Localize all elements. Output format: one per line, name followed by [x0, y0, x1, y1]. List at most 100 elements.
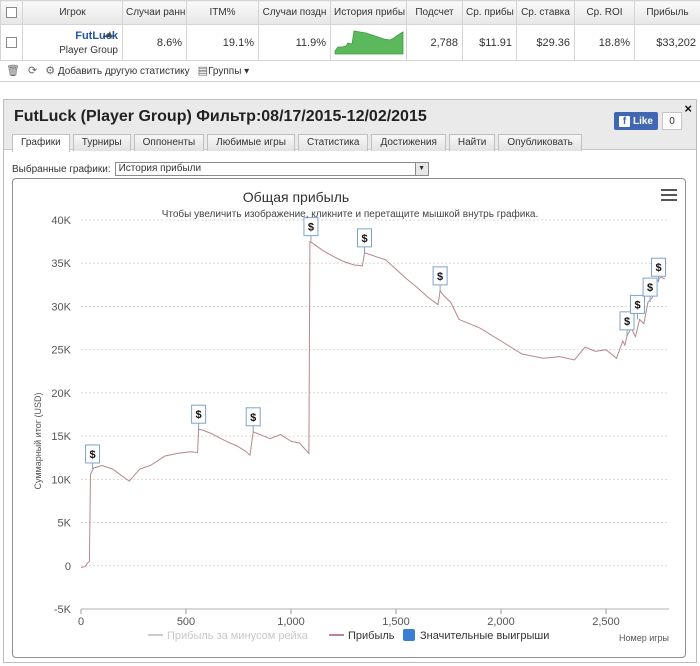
y-tick-label: 5K: [58, 518, 72, 530]
dollar-flag-icon: $: [191, 404, 207, 430]
column-header-profit[interactable]: Прибыль: [634, 0, 700, 25]
big-win-marker-label: $: [437, 271, 443, 283]
profit-chart[interactable]: -5K 0 5K 10K 15K 20K 25K 30K 35K 40K 0 500 1,000 1,5…: [13, 179, 687, 659]
tab-publish[interactable]: Опубликовать: [498, 134, 582, 151]
chart-subtitle: Чтобы увеличить изображение, кликните и …: [162, 208, 539, 220]
groups-icon: ▤: [197, 64, 209, 77]
tab-achievements[interactable]: Достижения: [371, 134, 446, 151]
stats-toolbar: 🗑 ⟳ ⚙ Добавить другую статистику ▤Группы…: [0, 60, 700, 80]
y-tick-label: 30K: [51, 301, 71, 313]
groups-label: Группы: [208, 65, 242, 77]
table-row[interactable]: FutLuck Player Group 8.6% 19.1% 11.9% 2,…: [0, 24, 700, 61]
y-tick-label: 25K: [51, 345, 71, 357]
x-axis-ticks: 0 500 1,000 1,500 2,000 2,500: [78, 609, 620, 628]
close-icon[interactable]: ×: [684, 101, 692, 116]
legend-label-big-wins: Значительные выигрыши: [420, 630, 549, 642]
column-header-early[interactable]: Случаи ранн: [122, 0, 187, 25]
big-win-marker-label: $: [624, 316, 630, 328]
chart-selector-value: История прибыли: [118, 163, 202, 174]
tab-search[interactable]: Найти: [448, 134, 496, 151]
tab-statistics[interactable]: Статистика: [297, 134, 369, 151]
column-header-avg-profit[interactable]: Ср. прибы: [462, 0, 517, 25]
legend-label-profit: Прибыль: [348, 630, 395, 642]
y-tick-label: -5K: [54, 604, 72, 616]
trash-icon[interactable]: 🗑: [6, 64, 20, 77]
tab-favorite-games[interactable]: Любимые игры: [207, 134, 295, 151]
report-title: FutLuck (Player Group) Фильтр:08/17/2015…: [14, 108, 427, 125]
count-cell: 2,788: [406, 24, 463, 61]
x-tick-label: 500: [177, 616, 195, 628]
player-name-link[interactable]: FutLuck: [75, 30, 118, 42]
profit-cell: $33,202: [634, 24, 700, 61]
avg-stake-cell: $29.36: [516, 24, 575, 61]
dollar-flag-icon: $: [85, 444, 101, 469]
report-tabs: Графики Турниры Оппоненты Любимые игры С…: [12, 134, 582, 152]
row-checkbox-cell[interactable]: [0, 24, 23, 61]
chevron-down-icon[interactable]: ▼: [414, 163, 428, 175]
column-header-late[interactable]: Случаи поздн: [258, 0, 331, 25]
select-all-checkbox-cell[interactable]: [0, 0, 23, 25]
y-tick-label: 0: [65, 561, 71, 573]
dollar-flag-icon: $: [357, 228, 372, 253]
y-axis-label: Суммарный итог (USD): [33, 392, 43, 489]
groups-button[interactable]: ▤Группы ▾: [198, 64, 250, 77]
facebook-like-label: Like: [632, 115, 653, 127]
dollar-flag-icon: $: [651, 257, 666, 283]
dollar-flag-icon: $: [619, 311, 635, 336]
add-stats-icon: ⚙: [45, 64, 56, 77]
x-tick-label: 2,000: [487, 616, 515, 628]
tab-opponents[interactable]: Оппоненты: [133, 134, 205, 151]
select-all-checkbox[interactable]: [6, 6, 17, 18]
big-win-marker-label: $: [647, 282, 653, 294]
column-header-avg-stake[interactable]: Ср. ставка: [516, 0, 575, 25]
y-tick-label: 15K: [51, 431, 71, 443]
player-cell[interactable]: FutLuck Player Group: [22, 24, 123, 61]
facebook-like-button[interactable]: f Like: [613, 112, 658, 130]
add-stats-button[interactable]: ⚙ Добавить другую статистику: [45, 64, 189, 77]
dollar-flag-icon: $: [432, 266, 448, 291]
column-header-itm[interactable]: ITM%: [186, 0, 259, 25]
big-win-marker-label: $: [361, 233, 367, 245]
refresh-icon[interactable]: ⟳: [27, 64, 38, 77]
profit-sparkline: [330, 24, 407, 61]
big-win-markers: $$ $$$$$$$$: [85, 217, 666, 469]
column-header-avg-roi[interactable]: Ср. ROI: [574, 0, 635, 25]
chart-title: Общая прибыль: [243, 189, 349, 205]
dollar-flag-icon: $: [303, 217, 319, 242]
chart-selector-row: Выбранные графики: История прибыли ▼: [12, 162, 429, 176]
y-tick-label: 35K: [51, 258, 71, 270]
y-tick-label: 20K: [51, 388, 71, 400]
row-checkbox[interactable]: [6, 37, 17, 49]
late-cell: 11.9%: [258, 24, 331, 61]
chart-selector-dropdown[interactable]: История прибыли ▼: [114, 162, 429, 176]
chart-legend: Прибыль за минусом рейка Прибыль Значите…: [148, 629, 549, 642]
big-win-marker-label: $: [89, 449, 95, 461]
chart-selector-label: Выбранные графики:: [12, 163, 111, 175]
hamburger-menu-icon[interactable]: [661, 189, 677, 204]
shark-icon: [102, 30, 116, 43]
big-win-marker-label: $: [308, 222, 314, 234]
facebook-icon: f: [618, 115, 630, 127]
profit-chart-container[interactable]: -5K 0 5K 10K 15K 20K 25K 30K 35K 40K 0 500 1,000 1,5…: [12, 178, 686, 658]
column-header-player[interactable]: Игрок: [22, 0, 123, 25]
tab-charts[interactable]: Графики: [12, 134, 70, 152]
stats-table: Игрок Случаи ранн ITM% Случаи поздн Исто…: [0, 0, 700, 61]
dollar-flag-icon: $: [245, 407, 261, 432]
legend-label-rake: Прибыль за минусом рейка: [167, 630, 309, 642]
column-header-profit-history[interactable]: История прибы: [330, 0, 407, 25]
column-header-count[interactable]: Подсчет: [406, 0, 463, 25]
big-win-marker-label: $: [196, 409, 202, 421]
stats-panel: Игрок Случаи ранн ITM% Случаи поздн Исто…: [0, 0, 700, 82]
legend-swatch-big-wins: [403, 629, 415, 641]
itm-cell: 19.1%: [186, 24, 259, 61]
facebook-like-count: 0: [662, 112, 682, 130]
avg-roi-cell: 18.8%: [574, 24, 635, 61]
x-tick-label: 2,500: [592, 616, 620, 628]
report-panel: FutLuck (Player Group) Фильтр:08/17/2015…: [3, 99, 697, 663]
y-tick-label: 40K: [51, 215, 71, 227]
tab-tournaments[interactable]: Турниры: [72, 134, 131, 151]
x-tick-label: 1,000: [277, 616, 305, 628]
dollar-flag-icon: $: [642, 277, 658, 303]
dollar-flag-icon: $: [630, 294, 645, 320]
report-header: FutLuck (Player Group) Фильтр:08/17/2015…: [4, 100, 696, 152]
